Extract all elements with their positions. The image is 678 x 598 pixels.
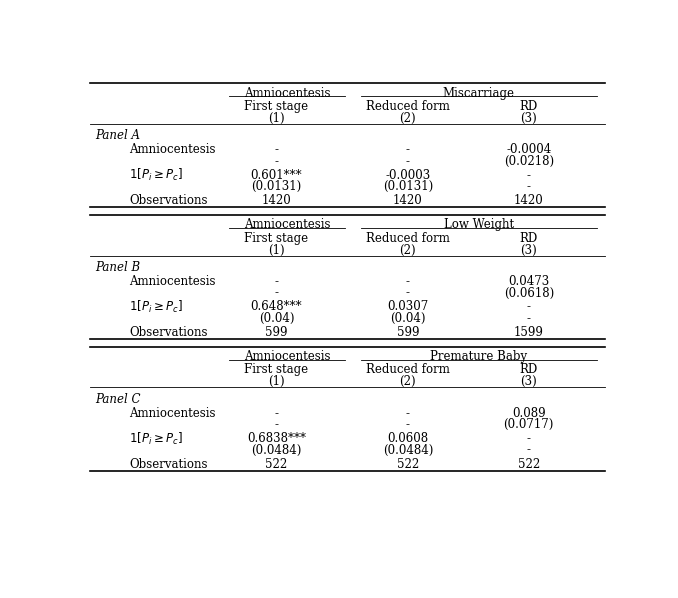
Text: Low Weight: Low Weight (444, 218, 514, 231)
Text: -0.0003: -0.0003 (385, 169, 431, 182)
Text: First stage: First stage (245, 364, 308, 376)
Text: (2): (2) (399, 375, 416, 388)
Text: Panel C: Panel C (95, 393, 141, 406)
Text: RD: RD (519, 100, 538, 113)
Text: 0.6838***: 0.6838*** (247, 432, 306, 445)
Text: Reduced form: Reduced form (366, 231, 450, 245)
Text: Observations: Observations (129, 326, 208, 339)
Text: 1420: 1420 (514, 194, 544, 207)
Text: 0.089: 0.089 (512, 407, 546, 420)
Text: Premature Baby: Premature Baby (431, 350, 527, 363)
Text: -: - (527, 444, 531, 457)
Text: -: - (406, 155, 410, 167)
Text: Amniocentesis: Amniocentesis (244, 218, 330, 231)
Text: 0.0473: 0.0473 (508, 275, 549, 288)
Text: 0.648***: 0.648*** (251, 300, 302, 313)
Text: RD: RD (519, 231, 538, 245)
Text: $1[P_i \geq P_c]$: $1[P_i \geq P_c]$ (129, 431, 183, 447)
Text: (0.0484): (0.0484) (252, 444, 302, 457)
Text: Amniocentesis: Amniocentesis (244, 87, 330, 100)
Text: 599: 599 (265, 326, 287, 339)
Text: First stage: First stage (245, 100, 308, 113)
Text: (0.0131): (0.0131) (252, 180, 302, 193)
Text: (3): (3) (521, 112, 537, 125)
Text: -: - (275, 418, 279, 431)
Text: (3): (3) (521, 375, 537, 388)
Text: (0.04): (0.04) (390, 312, 426, 325)
Text: -: - (275, 155, 279, 167)
Text: (2): (2) (399, 243, 416, 257)
Text: -: - (406, 275, 410, 288)
Text: Observations: Observations (129, 457, 208, 471)
Text: Reduced form: Reduced form (366, 100, 450, 113)
Text: 1420: 1420 (393, 194, 423, 207)
Text: 599: 599 (397, 326, 419, 339)
Text: (0.0618): (0.0618) (504, 286, 554, 300)
Text: (0.04): (0.04) (259, 312, 294, 325)
Text: 1420: 1420 (262, 194, 292, 207)
Text: Amniocentesis: Amniocentesis (244, 350, 330, 363)
Text: Amniocentesis: Amniocentesis (129, 275, 216, 288)
Text: Observations: Observations (129, 194, 208, 207)
Text: 0.0608: 0.0608 (387, 432, 428, 445)
Text: -0.0004: -0.0004 (506, 144, 551, 156)
Text: -: - (527, 432, 531, 445)
Text: First stage: First stage (245, 231, 308, 245)
Text: Panel A: Panel A (95, 129, 140, 142)
Text: 522: 522 (517, 457, 540, 471)
Text: (0.0131): (0.0131) (383, 180, 433, 193)
Text: (1): (1) (268, 375, 285, 388)
Text: Miscarriage: Miscarriage (443, 87, 515, 100)
Text: -: - (275, 144, 279, 156)
Text: -: - (527, 300, 531, 313)
Text: -: - (527, 312, 531, 325)
Text: $1[P_i \geq P_c]$: $1[P_i \geq P_c]$ (129, 299, 183, 315)
Text: (1): (1) (268, 112, 285, 125)
Text: $1[P_i \geq P_c]$: $1[P_i \geq P_c]$ (129, 167, 183, 183)
Text: -: - (275, 407, 279, 420)
Text: 522: 522 (397, 457, 419, 471)
Text: -: - (275, 286, 279, 300)
Text: (0.0717): (0.0717) (504, 418, 554, 431)
Text: 1599: 1599 (514, 326, 544, 339)
Text: -: - (406, 286, 410, 300)
Text: -: - (406, 407, 410, 420)
Text: Amniocentesis: Amniocentesis (129, 144, 216, 156)
Text: (1): (1) (268, 243, 285, 257)
Text: (0.0484): (0.0484) (382, 444, 433, 457)
Text: -: - (406, 418, 410, 431)
Text: -: - (275, 275, 279, 288)
Text: -: - (527, 169, 531, 182)
Text: Panel B: Panel B (95, 261, 140, 274)
Text: RD: RD (519, 364, 538, 376)
Text: Amniocentesis: Amniocentesis (129, 407, 216, 420)
Text: (0.0218): (0.0218) (504, 155, 554, 167)
Text: (2): (2) (399, 112, 416, 125)
Text: (3): (3) (521, 243, 537, 257)
Text: 522: 522 (265, 457, 287, 471)
Text: 0.601***: 0.601*** (251, 169, 302, 182)
Text: Reduced form: Reduced form (366, 364, 450, 376)
Text: 0.0307: 0.0307 (387, 300, 428, 313)
Text: -: - (527, 180, 531, 193)
Text: -: - (406, 144, 410, 156)
